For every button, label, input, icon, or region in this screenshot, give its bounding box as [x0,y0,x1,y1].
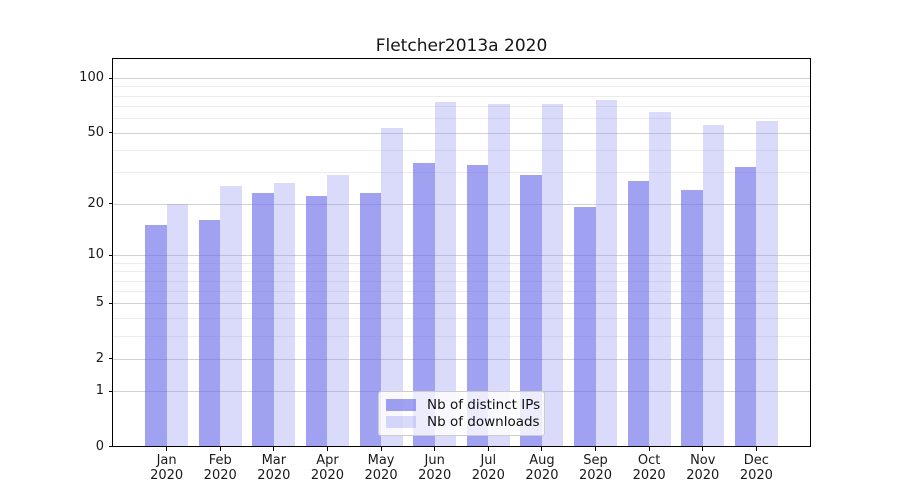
x-tick-mark [648,446,650,451]
y-tick-mark [109,302,113,304]
bar-distinct-ips-feb [198,220,221,447]
x-tick-mark [434,446,436,451]
legend-entry-distinct-ips: Nb of distinct IPs [386,397,544,414]
minor-gridline [113,86,810,88]
x-tick-mark [219,446,221,451]
minor-gridline [113,280,810,282]
bar-distinct-ips-jun [413,162,435,447]
x-tick-label: Nov 2020 [686,452,720,483]
x-tick-mark [541,446,543,451]
bar-distinct-ips-sep [574,207,596,447]
major-gridline [113,78,810,80]
bar-downloads-nov [702,125,725,447]
bar-distinct-ips-nov [681,189,703,447]
y-tick-mark [109,77,113,79]
major-gridline [113,358,810,360]
y-tick-mark [109,358,113,360]
bar-downloads-jun [434,101,457,447]
bottom-spine [112,446,811,447]
x-tick-label: Jan 2020 [150,452,184,483]
top-spine [112,58,811,59]
bar-distinct-ips-dec [734,167,757,447]
x-tick-label: May 2020 [364,452,398,483]
minor-gridline [113,150,810,152]
x-tick-label: Apr 2020 [310,452,344,483]
legend-label-distinct-ips: Nb of distinct IPs [427,397,541,413]
major-gridline [113,203,810,205]
y-tick-label: 100 [79,70,104,86]
legend-swatch-distinct-ips [386,399,416,411]
y-tick-label: 20 [87,195,104,211]
x-tick-label: Aug 2020 [525,452,559,483]
bar-distinct-ips-may [359,192,382,447]
x-tick-label: Oct 2020 [632,452,666,483]
major-gridline [113,255,810,257]
y-tick-mark [109,390,113,392]
left-spine [112,58,113,447]
x-tick-label: Sep 2020 [578,452,613,483]
bar-downloads-feb [220,186,242,447]
legend: Nb of distinct IPs Nb of downloads [378,391,545,436]
x-tick-label: Mar 2020 [257,452,291,483]
x-tick-mark [326,446,328,451]
bar-downloads-mar [273,183,296,447]
bar-distinct-ips-mar [252,192,274,447]
x-tick-mark [595,446,597,451]
minor-gridline [113,262,810,264]
bar-distinct-ips-oct [627,180,650,447]
bar-downloads-oct [649,112,671,447]
bar-downloads-aug [541,104,564,447]
y-tick-mark [109,254,113,256]
minor-gridline [113,271,810,273]
x-tick-mark [755,446,757,451]
x-tick-label: Dec 2020 [739,452,773,483]
plot-area [113,58,810,447]
y-tick-label: 5 [95,295,104,311]
x-tick-mark [273,446,275,451]
chart-title: Fletcher2013a 2020 [375,36,548,56]
minor-gridline [113,172,810,174]
bar-distinct-ips-jul [466,165,489,447]
minor-gridline [113,95,810,97]
major-gridline [113,132,810,134]
minor-gridline [113,335,810,337]
bar-downloads-dec [756,121,778,447]
x-tick-label: Feb 2020 [203,452,237,483]
x-tick-label: Jul 2020 [471,452,505,483]
bar-distinct-ips-aug [520,175,542,447]
y-tick-label: 0 [95,438,104,454]
legend-swatch-downloads [386,416,416,428]
bar-distinct-ips-jan [145,225,167,447]
x-tick-mark [380,446,382,451]
bar-distinct-ips-apr [306,196,328,447]
minor-gridline [113,118,810,120]
bar-downloads-apr [327,175,349,447]
x-tick-label: Jun 2020 [418,452,452,483]
minor-gridline [113,291,810,293]
y-tick-mark [109,132,113,134]
minor-gridline [113,318,810,320]
bar-downloads-jan [166,203,189,447]
minor-gridline [113,106,810,108]
legend-label-downloads: Nb of downloads [427,414,540,430]
x-tick-mark [166,446,168,451]
y-tick-label: 50 [87,124,104,140]
bar-downloads-may [381,128,403,447]
major-gridline [113,303,810,305]
y-tick-label: 1 [95,383,104,399]
y-tick-label: 2 [95,350,104,366]
y-tick-mark [109,203,113,204]
bar-downloads-sep [595,99,617,447]
legend-entry-downloads: Nb of downloads [386,414,544,431]
y-tick-mark [109,446,113,447]
x-tick-mark [487,446,489,451]
bar-downloads-jul [488,104,510,447]
x-tick-mark [702,446,704,451]
y-tick-label: 10 [87,247,104,263]
right-spine [810,58,811,447]
